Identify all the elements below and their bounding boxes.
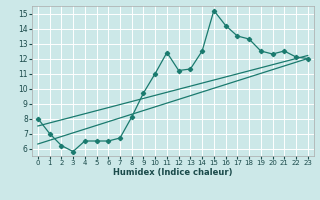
X-axis label: Humidex (Indice chaleur): Humidex (Indice chaleur) — [113, 168, 233, 177]
